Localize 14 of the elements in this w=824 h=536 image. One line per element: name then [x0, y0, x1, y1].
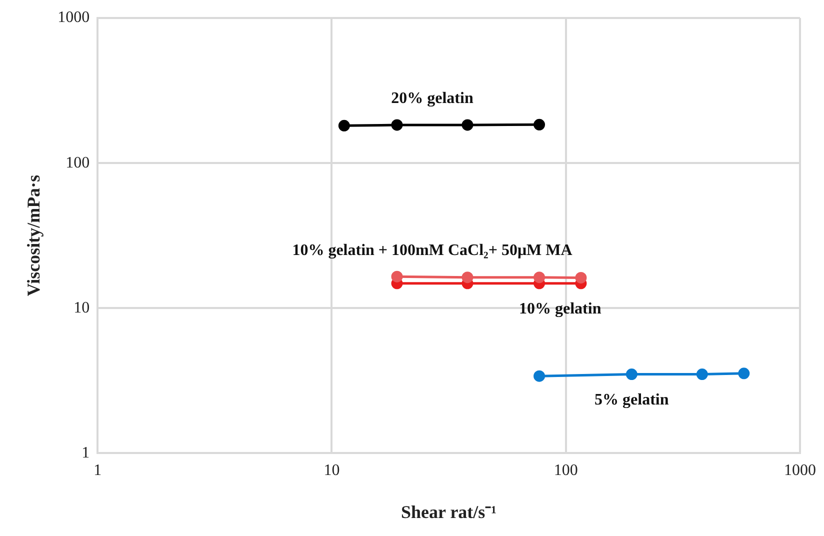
y-axis-title: Viscosity/mPa·s	[23, 174, 44, 296]
x-tick-label: 1000	[784, 462, 816, 480]
series-label: 5% gelatin	[594, 391, 669, 408]
series-label: 10% gelatin + 100mM CaCl₂+ 50μM MA	[292, 242, 573, 260]
y-tick-label: 1000	[58, 9, 90, 26]
y-tick-label: 100	[66, 154, 90, 172]
x-tick-label: 100	[554, 462, 578, 480]
y-tick-label: 10	[74, 299, 90, 316]
series-label: 20% gelatin	[391, 90, 474, 108]
x-tick-label: 10	[324, 462, 340, 480]
series-label: 10% gelatin	[519, 300, 602, 318]
x-axis-title: Shear rat/s⁻¹	[401, 502, 497, 522]
x-tick-label: 1	[94, 462, 102, 480]
y-tick-label: 1	[82, 444, 90, 462]
